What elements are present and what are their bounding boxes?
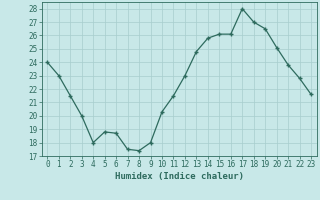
X-axis label: Humidex (Indice chaleur): Humidex (Indice chaleur): [115, 172, 244, 181]
